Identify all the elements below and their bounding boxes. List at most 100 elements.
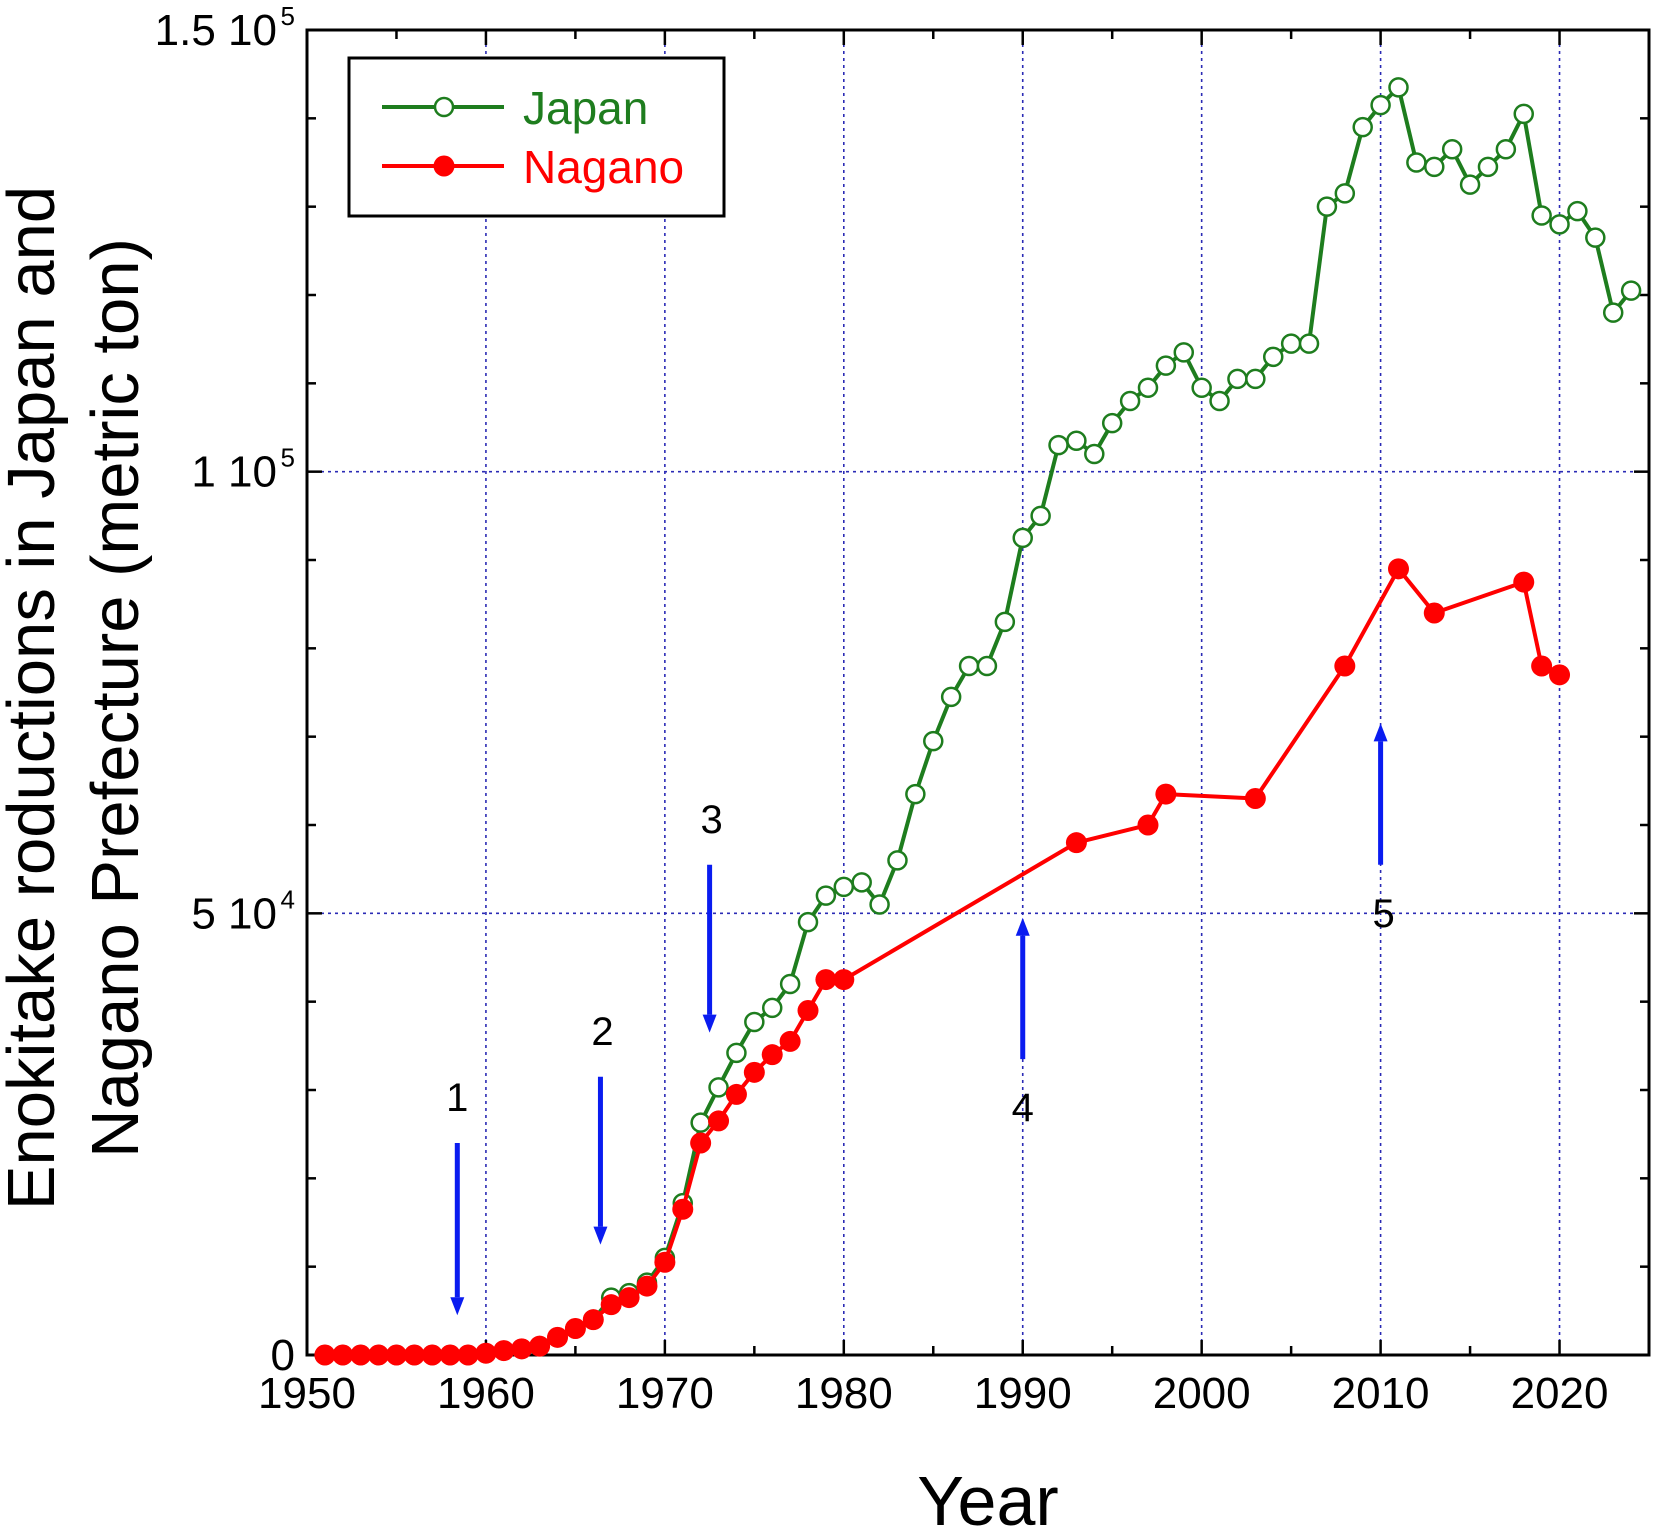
- minor-ticks: [305, 28, 1651, 1357]
- japan-data-point: [976, 655, 998, 677]
- nagano-data-point: [833, 969, 855, 991]
- nagano-data-point: [797, 1000, 819, 1021]
- legend-nagano-marker: [433, 155, 455, 177]
- japan-data-point: [1262, 346, 1284, 368]
- japan-data-point: [1513, 103, 1534, 125]
- nagano-data-point: [439, 1344, 461, 1366]
- nagano-data-point: [350, 1344, 372, 1366]
- japan-data-point: [1531, 205, 1552, 226]
- japan-data-point: [690, 1112, 711, 1133]
- japan-data-point: [708, 1077, 729, 1098]
- annotation-arrowhead-4: [1015, 917, 1030, 936]
- annotation-label-3: 3: [700, 798, 722, 842]
- nagano-data-point: [1423, 602, 1445, 624]
- japan-data-point: [1245, 368, 1266, 390]
- nagano-data-point: [725, 1083, 747, 1105]
- nagano-data-point: [1334, 655, 1356, 677]
- nagano-data-point: [654, 1251, 676, 1273]
- nagano-data-point: [672, 1198, 694, 1220]
- y-tick-exponent: 5: [281, 1, 295, 31]
- x-tick-label: 1960: [437, 1369, 535, 1418]
- japan-data-point: [1155, 355, 1177, 376]
- japan-data-point: [797, 911, 819, 933]
- japan-data-point: [1549, 214, 1570, 235]
- japan-data-point: [851, 872, 872, 893]
- series-layer: [314, 77, 1642, 1366]
- nagano-data-point: [815, 969, 837, 991]
- y-tick-exponent: 4: [281, 884, 295, 914]
- japan-data-point: [1316, 196, 1338, 217]
- x-tick-label: 1970: [616, 1369, 714, 1418]
- nagano-data-point: [385, 1344, 407, 1366]
- y-tick-label: 1 10: [191, 448, 277, 497]
- japan-data-point: [1119, 390, 1141, 412]
- japan-data-point: [1441, 139, 1463, 160]
- japan-data-point: [1585, 227, 1606, 248]
- y-tick-exponent: 5: [281, 443, 295, 473]
- japan-data-point: [1101, 412, 1123, 434]
- japan-data-point: [1370, 94, 1391, 116]
- japan-data-point: [815, 885, 837, 906]
- japan-data-point: [1388, 77, 1409, 98]
- nagano-data-point: [1549, 664, 1571, 686]
- japan-data-point: [833, 876, 855, 898]
- x-tick-label: 1950: [258, 1369, 356, 1418]
- japan-data-point: [940, 686, 962, 708]
- japan-data-point: [958, 655, 980, 677]
- x-tick-label: 2000: [1153, 1369, 1251, 1418]
- nagano-data-point: [582, 1309, 604, 1331]
- nagano-data-point: [618, 1287, 640, 1309]
- y-axis-title-line-1: Enokitake roductions in Japan and: [0, 186, 69, 1210]
- japan-data-point: [1406, 152, 1427, 173]
- japan-data-point: [1620, 280, 1642, 301]
- x-tick-label: 2020: [1511, 1369, 1609, 1418]
- y-axis-title-line-2: Nagano Prefecture (metric ton): [78, 238, 153, 1158]
- japan-data-point: [1030, 505, 1051, 527]
- nagano-data-point: [475, 1342, 497, 1364]
- nagano-data-point: [690, 1132, 712, 1154]
- legend: Japan Nagano: [347, 56, 726, 218]
- plot-frame: [305, 28, 1651, 1357]
- japan-series-line: [324, 85, 1633, 1357]
- nagano-data-point: [708, 1110, 730, 1132]
- nagano-data-point: [1244, 788, 1266, 809]
- x-tick-label: 1980: [795, 1369, 893, 1418]
- x-tick-label: 1990: [974, 1369, 1072, 1418]
- japan-data-point: [1084, 443, 1105, 465]
- legend-japan-label: Japan: [523, 82, 648, 134]
- annotation-arrowhead-5: [1373, 723, 1388, 742]
- nagano-data-point: [1531, 655, 1553, 677]
- japan-data-point: [744, 1011, 765, 1033]
- japan-data-point: [1209, 390, 1230, 412]
- japan-data-point: [1137, 377, 1159, 398]
- nagano-series-line: [324, 566, 1561, 1357]
- annotation-label-5: 5: [1372, 892, 1394, 936]
- nagano-data-point: [636, 1275, 658, 1297]
- japan-data-point: [1280, 333, 1302, 354]
- x-tick-label: 2010: [1332, 1369, 1430, 1418]
- nagano-data-point: [1065, 832, 1087, 854]
- nagano-data-point: [511, 1338, 533, 1360]
- japan-data-point: [1227, 368, 1248, 390]
- nagano-data-point: [332, 1344, 354, 1366]
- nagano-data-point: [600, 1294, 622, 1316]
- annotation-label-2: 2: [591, 1010, 613, 1054]
- nagano-data-point: [1513, 571, 1535, 593]
- japan-data-point: [1048, 434, 1069, 456]
- nagano-data-point: [1137, 814, 1159, 836]
- japan-data-point: [1567, 200, 1588, 222]
- japan-data-point: [1012, 527, 1033, 549]
- japan-data-point: [1334, 183, 1356, 204]
- annotation-label-4: 4: [1012, 1086, 1034, 1130]
- nagano-data-point: [314, 1344, 336, 1366]
- nagano-data-point: [761, 1044, 783, 1066]
- japan-data-point: [1352, 116, 1373, 138]
- japan-data-point: [994, 611, 1016, 633]
- nagano-data-point: [564, 1318, 586, 1339]
- y-tick-label: 0: [271, 1331, 295, 1380]
- nagano-data-point: [1155, 783, 1177, 805]
- annotation-arrowhead-2: [593, 1226, 608, 1245]
- japan-data-point: [1298, 333, 1320, 354]
- nagano-data-point: [779, 1030, 801, 1052]
